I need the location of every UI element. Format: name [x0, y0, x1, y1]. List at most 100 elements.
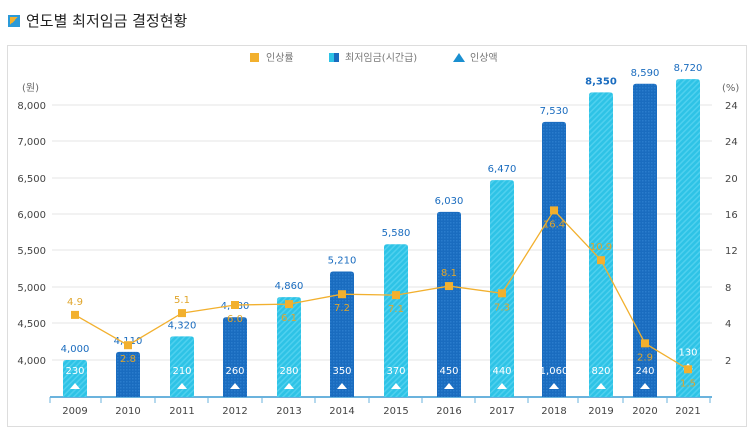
x-tick-label: 2011 — [169, 406, 194, 417]
legend-wage-swatch-light — [329, 53, 334, 62]
increase-label: 230 — [65, 366, 84, 377]
rate-label: 16.4 — [543, 219, 565, 230]
bar-value-label: 4,860 — [275, 281, 304, 292]
bar-value-label: 8,590 — [631, 68, 660, 79]
chart-frame — [7, 45, 747, 427]
increase-triangle-icon — [177, 383, 187, 389]
increase-label: 820 — [591, 366, 610, 377]
x-tick-label: 2014 — [329, 406, 354, 417]
rate-point — [684, 365, 692, 374]
x-tick-label: 2021 — [675, 406, 700, 417]
bar-value-label: 4,000 — [61, 344, 90, 355]
increase-label: 130 — [678, 347, 697, 358]
x-tick-label: 2017 — [489, 406, 514, 417]
rate-point — [392, 291, 400, 300]
bar-2010 — [116, 351, 140, 397]
x-tick-label: 2012 — [222, 406, 247, 417]
increase-label: 210 — [172, 366, 191, 377]
bar-value-label: 7,530 — [540, 106, 569, 117]
bar-value-label: 6,030 — [435, 196, 464, 207]
bar-2018 — [542, 121, 566, 398]
increase-triangle-icon — [230, 383, 240, 389]
bar-2012 — [223, 317, 247, 397]
x-tick-label: 2010 — [115, 406, 140, 417]
bar-2009 — [63, 360, 87, 397]
bar-value-label: 8,350 — [585, 76, 617, 87]
x-tick-label: 2013 — [276, 406, 301, 417]
y-right-tick: 24 — [725, 137, 738, 148]
bar-value-label: 5,210 — [328, 255, 357, 266]
legend-increase: 인상액 — [470, 52, 498, 64]
bar-2016 — [437, 211, 461, 397]
y-left-tick: 5,500 — [17, 246, 46, 257]
y-right-tick: 8 — [725, 283, 731, 294]
increase-triangle-icon — [391, 383, 401, 389]
bar-2015 — [384, 244, 408, 397]
y-right-unit: (%) — [722, 83, 739, 94]
increase-triangle-icon — [497, 383, 507, 389]
bar-2020 — [633, 83, 657, 397]
y-left-tick: 6,000 — [17, 210, 46, 221]
legend-wage: 최저임금(시간급) — [345, 51, 417, 64]
title-text: 연도별 최저임금 결정현황 — [26, 12, 188, 30]
increase-triangle-icon — [70, 383, 80, 389]
y-left-tick: 5,000 — [17, 283, 46, 294]
increase-label: 370 — [386, 366, 405, 377]
y-left-tick: 6,500 — [17, 174, 46, 185]
bar-value-label: 5,580 — [382, 228, 411, 239]
legend-rate: 인상률 — [266, 52, 294, 64]
increase-label: 350 — [332, 366, 351, 377]
x-tick-label: 2015 — [383, 406, 408, 417]
rate-point — [178, 309, 186, 318]
y-left-tick: 4,000 — [17, 356, 46, 367]
chart-title: 연도별 최저임금 결정현황 — [8, 10, 187, 31]
y-left-tick: 8,000 — [17, 101, 46, 112]
rate-point — [550, 206, 558, 215]
increase-label: 450 — [439, 366, 458, 377]
rate-label: 4.9 — [67, 297, 83, 308]
increase-label: 1,060 — [540, 366, 569, 377]
increase-triangle-icon — [444, 383, 454, 389]
bar-2011 — [170, 336, 194, 397]
y-left-tick: 4,500 — [17, 319, 46, 330]
y-right-tick: 16 — [725, 210, 738, 221]
legend-increase-triangle — [453, 53, 465, 62]
y-right-tick: 12 — [725, 246, 738, 257]
x-tick-label: 2016 — [436, 406, 461, 417]
rate-label: 1.5 — [680, 378, 696, 389]
rate-label: 5.1 — [174, 295, 190, 306]
rate-label: 6.0 — [227, 314, 243, 325]
x-tick-label: 2020 — [632, 406, 657, 417]
y-right-tick: 2 — [725, 356, 731, 367]
bar-value-label: 8,720 — [674, 63, 703, 74]
rate-label: 7.3 — [494, 302, 510, 313]
rate-point — [338, 290, 346, 299]
legend-wage-swatch-dark — [334, 53, 339, 62]
increase-label: 110 — [118, 323, 137, 334]
rate-point — [285, 300, 293, 309]
rate-label: 8.1 — [441, 268, 457, 279]
increase-label: 440 — [492, 366, 511, 377]
bar-value-label: 6,470 — [488, 164, 517, 175]
rate-point — [498, 289, 506, 298]
rate-point — [231, 301, 239, 309]
bar-2014 — [330, 271, 354, 397]
y-right-tick: 20 — [725, 174, 738, 185]
increase-triangle-icon — [596, 383, 606, 389]
increase-label: 240 — [635, 366, 654, 377]
legend-rate-swatch — [250, 53, 259, 62]
increase-label: 260 — [225, 366, 244, 377]
increase-triangle-icon — [337, 383, 347, 389]
legend: 인상률 최저임금(시간급) 인상액 — [250, 51, 498, 64]
bar-value-label: 4,320 — [168, 320, 197, 331]
rate-label: 2.9 — [637, 352, 653, 363]
rate-point — [597, 256, 605, 265]
rate-label: 7.1 — [388, 304, 404, 315]
rate-label: 2.8 — [120, 354, 136, 365]
y-right-tick: 24 — [725, 101, 738, 112]
increase-triangle-icon — [284, 383, 294, 389]
increase-triangle-icon — [640, 383, 650, 389]
bar-2019 — [589, 92, 613, 398]
